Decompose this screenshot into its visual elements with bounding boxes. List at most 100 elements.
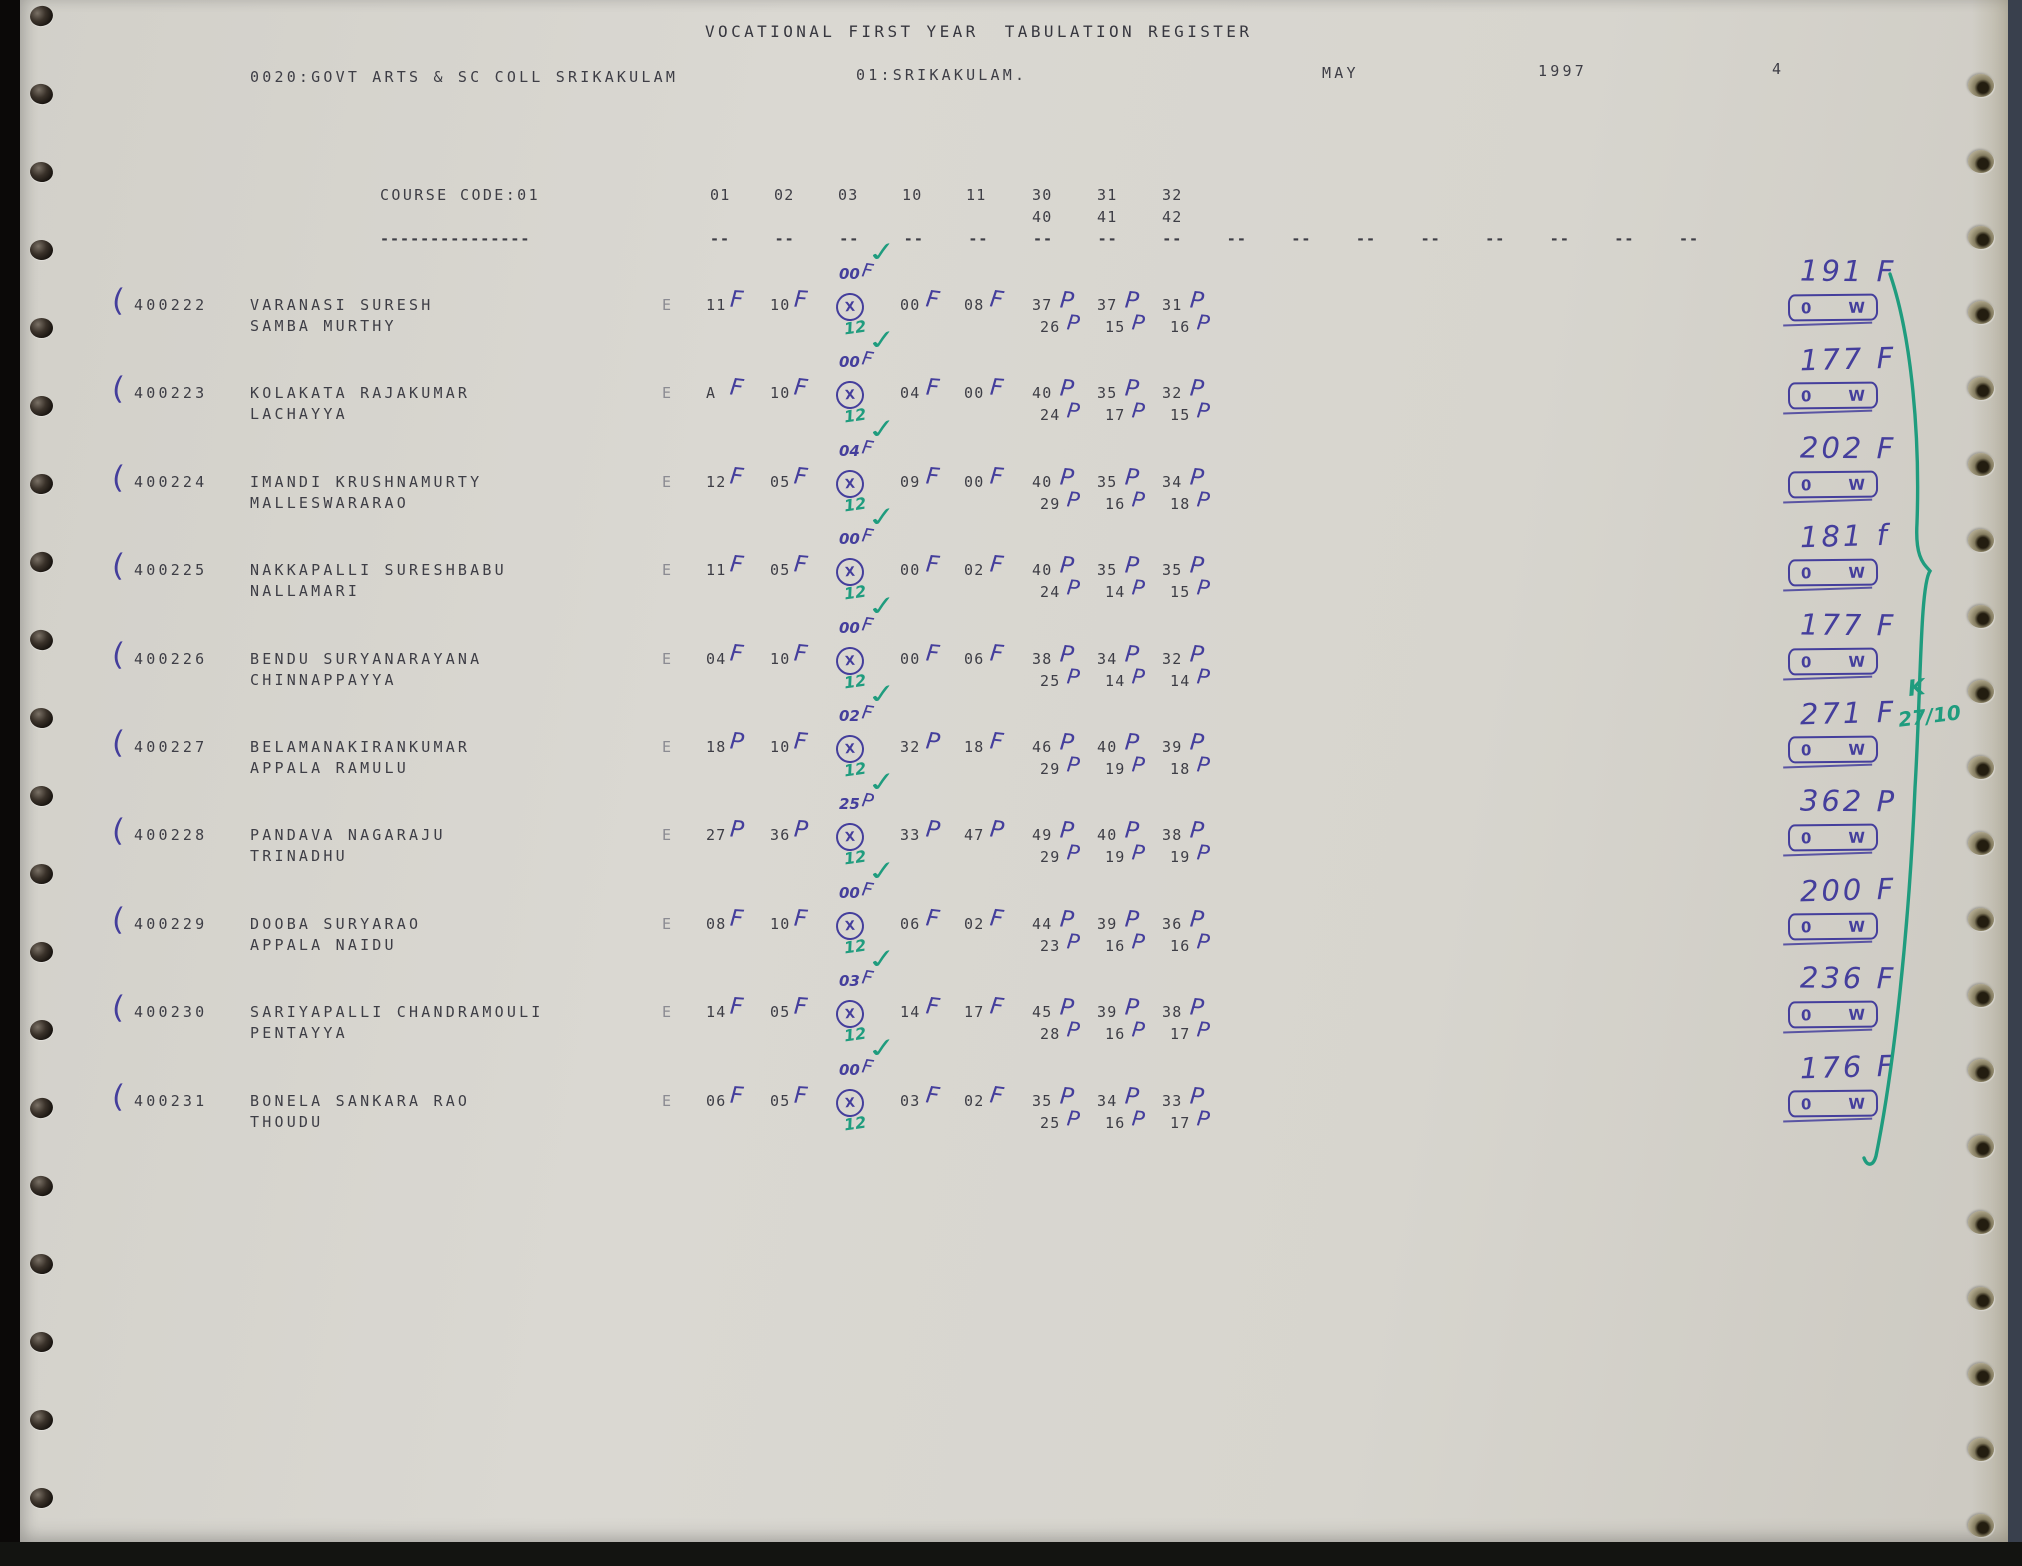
column-dash: -- (710, 230, 731, 248)
mark-value: 16 (1105, 1113, 1126, 1132)
punch-hole-right (1968, 907, 1994, 931)
column-dash: -- (1420, 230, 1441, 248)
punch-hole-right (1968, 377, 1994, 401)
student-name: IMANDI KRUSHNAMURTY (250, 472, 483, 491)
mark-value: 23 (1040, 936, 1061, 955)
course-code-underline: --------------- (380, 230, 531, 248)
college-name: 0020:GOVT ARTS & SC COLL SRIKAKULAM (250, 68, 679, 86)
withheld-box-zero: 0 (1800, 563, 1812, 583)
register-number: 400229 (134, 914, 208, 933)
mark-value: 10 (770, 738, 791, 756)
checker-initial: K (1906, 675, 1927, 702)
punch-hole-right (1968, 680, 1994, 704)
mark-value: 00 (900, 561, 921, 580)
father-name: SAMBA MURTHY (250, 317, 397, 335)
register-number: 400223 (134, 384, 208, 403)
mark-grade: F (924, 551, 941, 579)
mark-value: 35 (1097, 561, 1118, 580)
mark-grade: P (1195, 398, 1211, 424)
withheld-box-zero: 0 (1800, 829, 1812, 848)
medium-code: E (662, 826, 675, 845)
mark-grade: P (1195, 487, 1211, 513)
district-name: 01:SRIKAKULAM. (856, 66, 1028, 84)
green-checkmark: ✓ (864, 588, 900, 623)
mark-grade: P (1065, 663, 1081, 690)
mark-value: 02 (964, 914, 985, 933)
mark-value: 04 (706, 649, 727, 668)
punch-hole-right (1968, 301, 1994, 325)
column-header-line2: 42 (1162, 208, 1183, 226)
punch-hole-right (1968, 832, 1994, 855)
mark-value: 00 (900, 296, 921, 314)
mark-grade: P (1195, 663, 1211, 690)
mark-value: 26 (1040, 318, 1061, 336)
student-name: NAKKAPALLI SURESHBABU (250, 561, 507, 580)
mark-value: 17 (1105, 406, 1126, 425)
mark-value: 02 (964, 1091, 985, 1110)
exam-year: 1997 (1538, 62, 1587, 80)
mark-value: 14 (1105, 671, 1126, 690)
mark-value: 05 (770, 561, 791, 580)
mark-value: 06 (706, 1091, 727, 1110)
mark-value: 36 (770, 826, 791, 845)
mark-value: 16 (1170, 318, 1191, 336)
mark-value: 25 (1040, 671, 1061, 690)
mark-value: 05 (770, 472, 791, 491)
column-dash: -- (1033, 230, 1054, 248)
mark-value: 37 (1032, 296, 1053, 314)
column-header: 02 (774, 186, 795, 204)
course-code-label: COURSE CODE:01 (380, 186, 541, 204)
mark-value: 44 (1032, 914, 1053, 933)
father-name: CHINNAPPAYYA (250, 670, 397, 689)
column-dash: -- (1356, 230, 1377, 248)
column-header: 01 (710, 186, 731, 204)
mark-grade: P (924, 816, 942, 845)
withheld-box-zero: 0 (1800, 652, 1812, 671)
mark-value: 34 (1097, 1091, 1118, 1110)
mark-grade: F (793, 286, 809, 314)
mark-value: 45 (1032, 1003, 1053, 1022)
mark-value: 49 (1032, 826, 1053, 845)
withheld-box-w: W (1848, 298, 1866, 317)
mark-value: 10 (770, 384, 791, 403)
exam-month: MAY (1322, 64, 1359, 82)
father-name: APPALA NAIDU (250, 935, 397, 954)
student-name: BELAMANAKIRANKUMAR (250, 738, 471, 756)
mark-value: 35 (1032, 1091, 1053, 1110)
father-name: APPALA RAMULU (250, 759, 409, 777)
mark-grade: P (1065, 487, 1081, 513)
column-header: 11 (966, 186, 987, 204)
register-number: 400222 (134, 296, 208, 314)
right-dark-edge (2008, 0, 2022, 1566)
mark-value: 14 (1105, 583, 1126, 602)
column-header: 10 (902, 186, 923, 204)
mark-value: 27 (706, 826, 727, 845)
withheld-box-w: W (1848, 1093, 1866, 1112)
punch-hole-right (1968, 528, 1994, 552)
mark-value: 39 (1162, 738, 1183, 756)
green-checkmark: ✓ (864, 853, 900, 888)
absent-subcode: 12 (842, 758, 868, 781)
mark-value: 15 (1170, 406, 1191, 425)
mark-value: 00 (900, 649, 921, 668)
mark-grade: P (1130, 1105, 1146, 1132)
mark-value: 18 (964, 738, 985, 756)
mark-value: 34 (1097, 649, 1118, 668)
mark-grade: F (728, 463, 745, 491)
student-name: BENDU SURYANARAYANA (250, 649, 483, 668)
mark-value: 32 (1162, 384, 1183, 403)
withheld-box-w: W (1848, 740, 1866, 759)
mark-grade: F (988, 551, 1005, 579)
withheld-box-w: W (1848, 474, 1866, 494)
mark-value: 17 (1170, 1025, 1191, 1044)
mark-grade: F (729, 905, 745, 933)
register-number: 400228 (134, 826, 208, 845)
absent-subcode: 12 (842, 404, 868, 427)
